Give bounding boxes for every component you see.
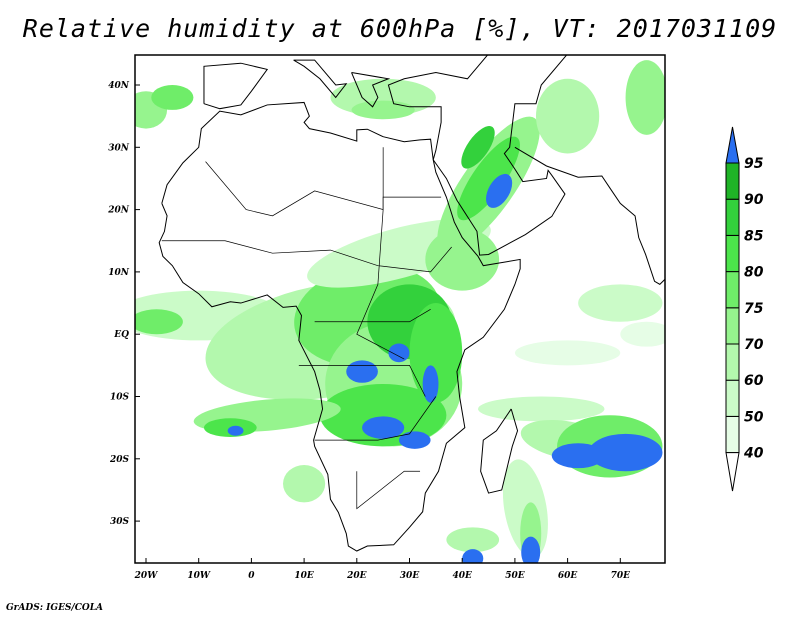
country-border — [161, 240, 452, 273]
country-border — [314, 308, 431, 323]
humidity-over95-area — [588, 433, 663, 472]
humidity-over95-area — [388, 343, 410, 363]
lat-tick-label: 40N — [108, 81, 130, 91]
country-border — [298, 365, 426, 397]
persia-coastline — [514, 146, 665, 285]
colorbar-over-arrow — [725, 126, 740, 164]
map-frame — [134, 54, 666, 564]
credit-label: GrADS: IGES/COLA — [6, 603, 104, 613]
lat-tick-label: 30S — [110, 517, 130, 527]
humidity-contour-area — [625, 60, 665, 135]
humidity-over95-area — [486, 173, 513, 208]
colorbar-segment — [725, 234, 740, 273]
lon-tick-label: 60E — [558, 571, 578, 581]
humidity-over95-area — [362, 416, 405, 439]
humidity-over95-area — [346, 360, 378, 383]
country-border — [356, 470, 421, 510]
iberia-coastline — [203, 62, 269, 110]
lat-tick-label: 10N — [108, 268, 130, 278]
lon-tick-label: 50E — [505, 571, 525, 581]
colorbar-segment — [725, 415, 740, 454]
madagascar-coastline — [480, 408, 519, 494]
lat-tick-label: EQ — [113, 330, 129, 340]
humidity-contour-area — [461, 126, 495, 169]
colorbar-segment — [725, 271, 740, 309]
map-title: Relative humidity at 600hPa [%], VT: 201… — [22, 14, 778, 43]
lat-tick-label: 20N — [107, 206, 130, 216]
colorbar-label: 50 — [744, 409, 764, 425]
lon-tick-label: 20E — [346, 571, 367, 581]
lon-tick-label: 20W — [134, 571, 159, 581]
colorbar-under-arrow — [725, 452, 740, 492]
africa-coastline — [158, 101, 521, 552]
humidity-contour-area — [578, 284, 663, 322]
italy-coastline — [293, 59, 348, 99]
colorbar-label: 90 — [744, 192, 764, 208]
humidity-contour-area — [446, 527, 500, 553]
humidity-over95-area — [521, 536, 541, 563]
arabia-coastline — [387, 55, 568, 256]
colorbar-label: 85 — [744, 228, 764, 244]
lon-tick-label: 10W — [187, 571, 211, 581]
colorbar-label: 40 — [743, 446, 764, 462]
colorbar: 40 50 60 70 75 80 85 90 95 — [725, 126, 764, 492]
humidity-over95-area — [422, 365, 439, 403]
country-border — [314, 396, 437, 441]
lat-tick-label: 10S — [110, 393, 130, 403]
lat-tick-label: 30N — [108, 143, 130, 153]
colorbar-label: 95 — [744, 156, 764, 172]
humidity-contour-area — [457, 136, 520, 221]
humidity-contour-area — [409, 303, 463, 403]
coastlines — [158, 55, 665, 552]
humidity-contour-area — [135, 309, 183, 335]
colorbar-label: 75 — [744, 301, 764, 317]
humidity-contour-area — [319, 384, 447, 447]
colorbar-segment — [725, 343, 740, 381]
humidity-contour-area — [535, 78, 600, 154]
colorbar-segment — [725, 379, 740, 417]
humidity-contour-area — [620, 321, 665, 347]
country-border — [205, 161, 442, 217]
humidity-over95-area — [462, 549, 484, 563]
greece-coastline — [351, 72, 391, 108]
colorbar-segment — [725, 307, 740, 345]
humidity-contour-area — [151, 85, 194, 110]
humidity-over95-area — [551, 443, 605, 469]
colorbar-segment — [725, 198, 740, 236]
lon-tick-label: 30E — [400, 571, 420, 581]
humidity-contour-area — [351, 100, 415, 120]
lon-tick-label: 0 — [248, 571, 255, 581]
humidity-contour-area — [514, 340, 621, 366]
colorbar-label: 60 — [744, 373, 764, 389]
humidity-field — [135, 60, 665, 563]
colorbar-label: 70 — [744, 337, 764, 353]
lat-tick-label: 20S — [109, 455, 130, 465]
country-border — [356, 147, 405, 360]
humidity-over95-area — [398, 431, 431, 449]
lon-tick-label: 10E — [294, 571, 314, 581]
lon-tick-label: 70E — [611, 571, 631, 581]
humidity-contour-area — [478, 396, 605, 422]
humidity-contour-area — [283, 465, 326, 503]
humidity-over95-area — [227, 425, 244, 436]
colorbar-segment — [725, 162, 740, 200]
colorbar-label: 80 — [744, 265, 764, 281]
axis-ticks: 20W 10W 0 10E 20E 30E 40E 50E 60E 70E 40N 30N 20N 10N… — [107, 81, 630, 581]
lon-tick-label: 40E — [453, 571, 473, 581]
